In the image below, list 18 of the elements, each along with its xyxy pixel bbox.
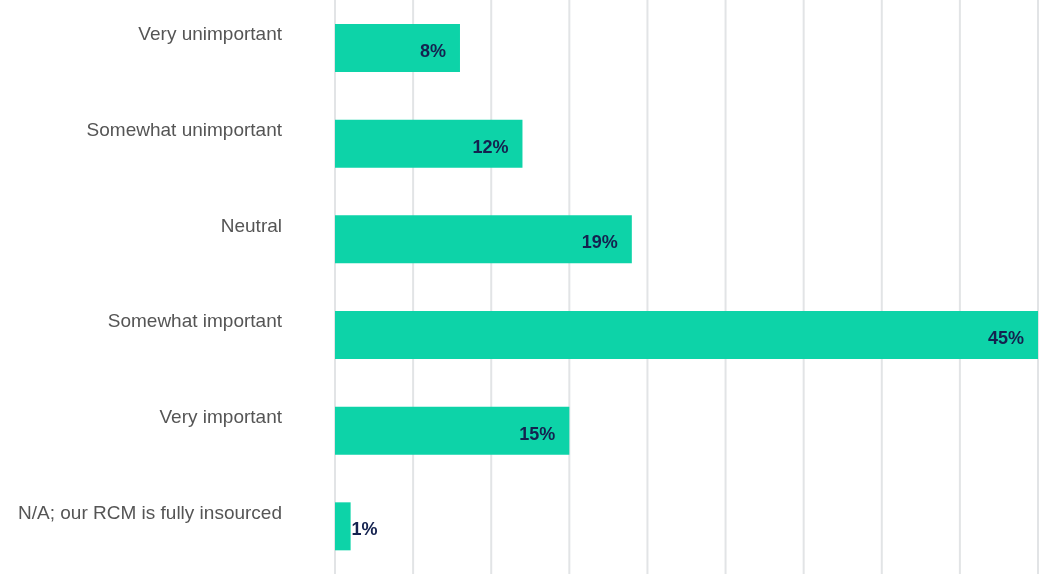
data-label: 12%	[472, 136, 509, 157]
y-tick-label: Neutral	[220, 214, 282, 236]
data-label: 45%	[987, 328, 1024, 348]
bar	[335, 119, 523, 168]
data-label: 15%	[519, 423, 556, 444]
y-tick-label: Somewhat important	[107, 310, 283, 332]
y-tick-label: Very unimportant	[138, 23, 283, 45]
data-label: 19%	[581, 232, 618, 253]
bar	[335, 215, 632, 264]
bar	[335, 406, 570, 455]
y-tick-label: N/A; our RCM is fully insourced	[18, 501, 282, 523]
y-tick-label: Somewhat unimportant	[86, 119, 283, 140]
data-label: 1%	[351, 519, 378, 540]
y-tick-label: Very important	[159, 406, 283, 427]
bar	[335, 311, 1038, 359]
bar	[335, 24, 460, 72]
data-label: 8%	[419, 41, 446, 61]
bar	[335, 502, 351, 551]
